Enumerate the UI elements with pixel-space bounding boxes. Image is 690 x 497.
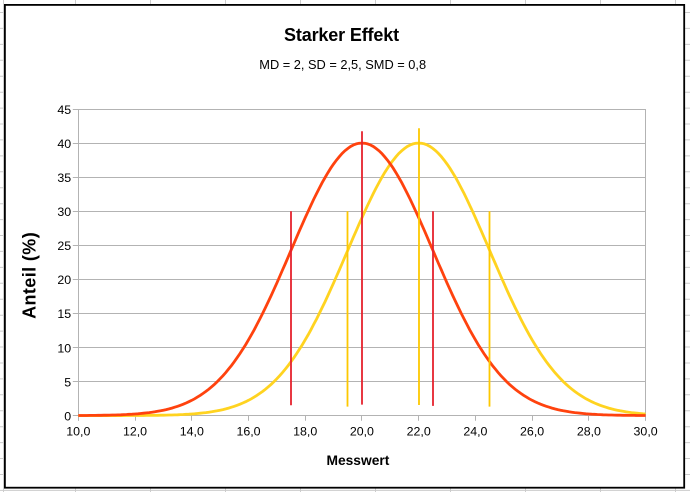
svg-text:14,0: 14,0 (180, 424, 204, 438)
svg-text:10,0: 10,0 (66, 424, 90, 438)
svg-text:26,0: 26,0 (520, 424, 544, 438)
svg-text:45: 45 (57, 103, 71, 117)
svg-text:5: 5 (64, 375, 71, 389)
svg-text:30: 30 (57, 205, 71, 219)
svg-text:10: 10 (57, 341, 71, 355)
svg-text:28,0: 28,0 (577, 424, 601, 438)
svg-text:30,0: 30,0 (634, 424, 658, 438)
svg-text:Messwert: Messwert (326, 453, 389, 468)
svg-text:22,0: 22,0 (407, 424, 431, 438)
svg-text:18,0: 18,0 (293, 424, 317, 438)
svg-text:Starker Effekt: Starker Effekt (284, 25, 399, 45)
svg-text:12,0: 12,0 (123, 424, 147, 438)
svg-text:Anteil (%): Anteil (%) (19, 232, 39, 319)
svg-text:0: 0 (64, 409, 71, 423)
svg-text:15: 15 (57, 307, 71, 321)
svg-text:MD = 2, SD = 2,5, SMD = 0,8: MD = 2, SD = 2,5, SMD = 0,8 (259, 57, 426, 72)
svg-text:24,0: 24,0 (463, 424, 487, 438)
svg-text:40: 40 (57, 137, 71, 151)
svg-text:20,0: 20,0 (350, 424, 374, 438)
svg-text:25: 25 (57, 239, 71, 253)
svg-text:16,0: 16,0 (236, 424, 260, 438)
svg-text:35: 35 (57, 171, 71, 185)
svg-text:20: 20 (57, 273, 71, 287)
